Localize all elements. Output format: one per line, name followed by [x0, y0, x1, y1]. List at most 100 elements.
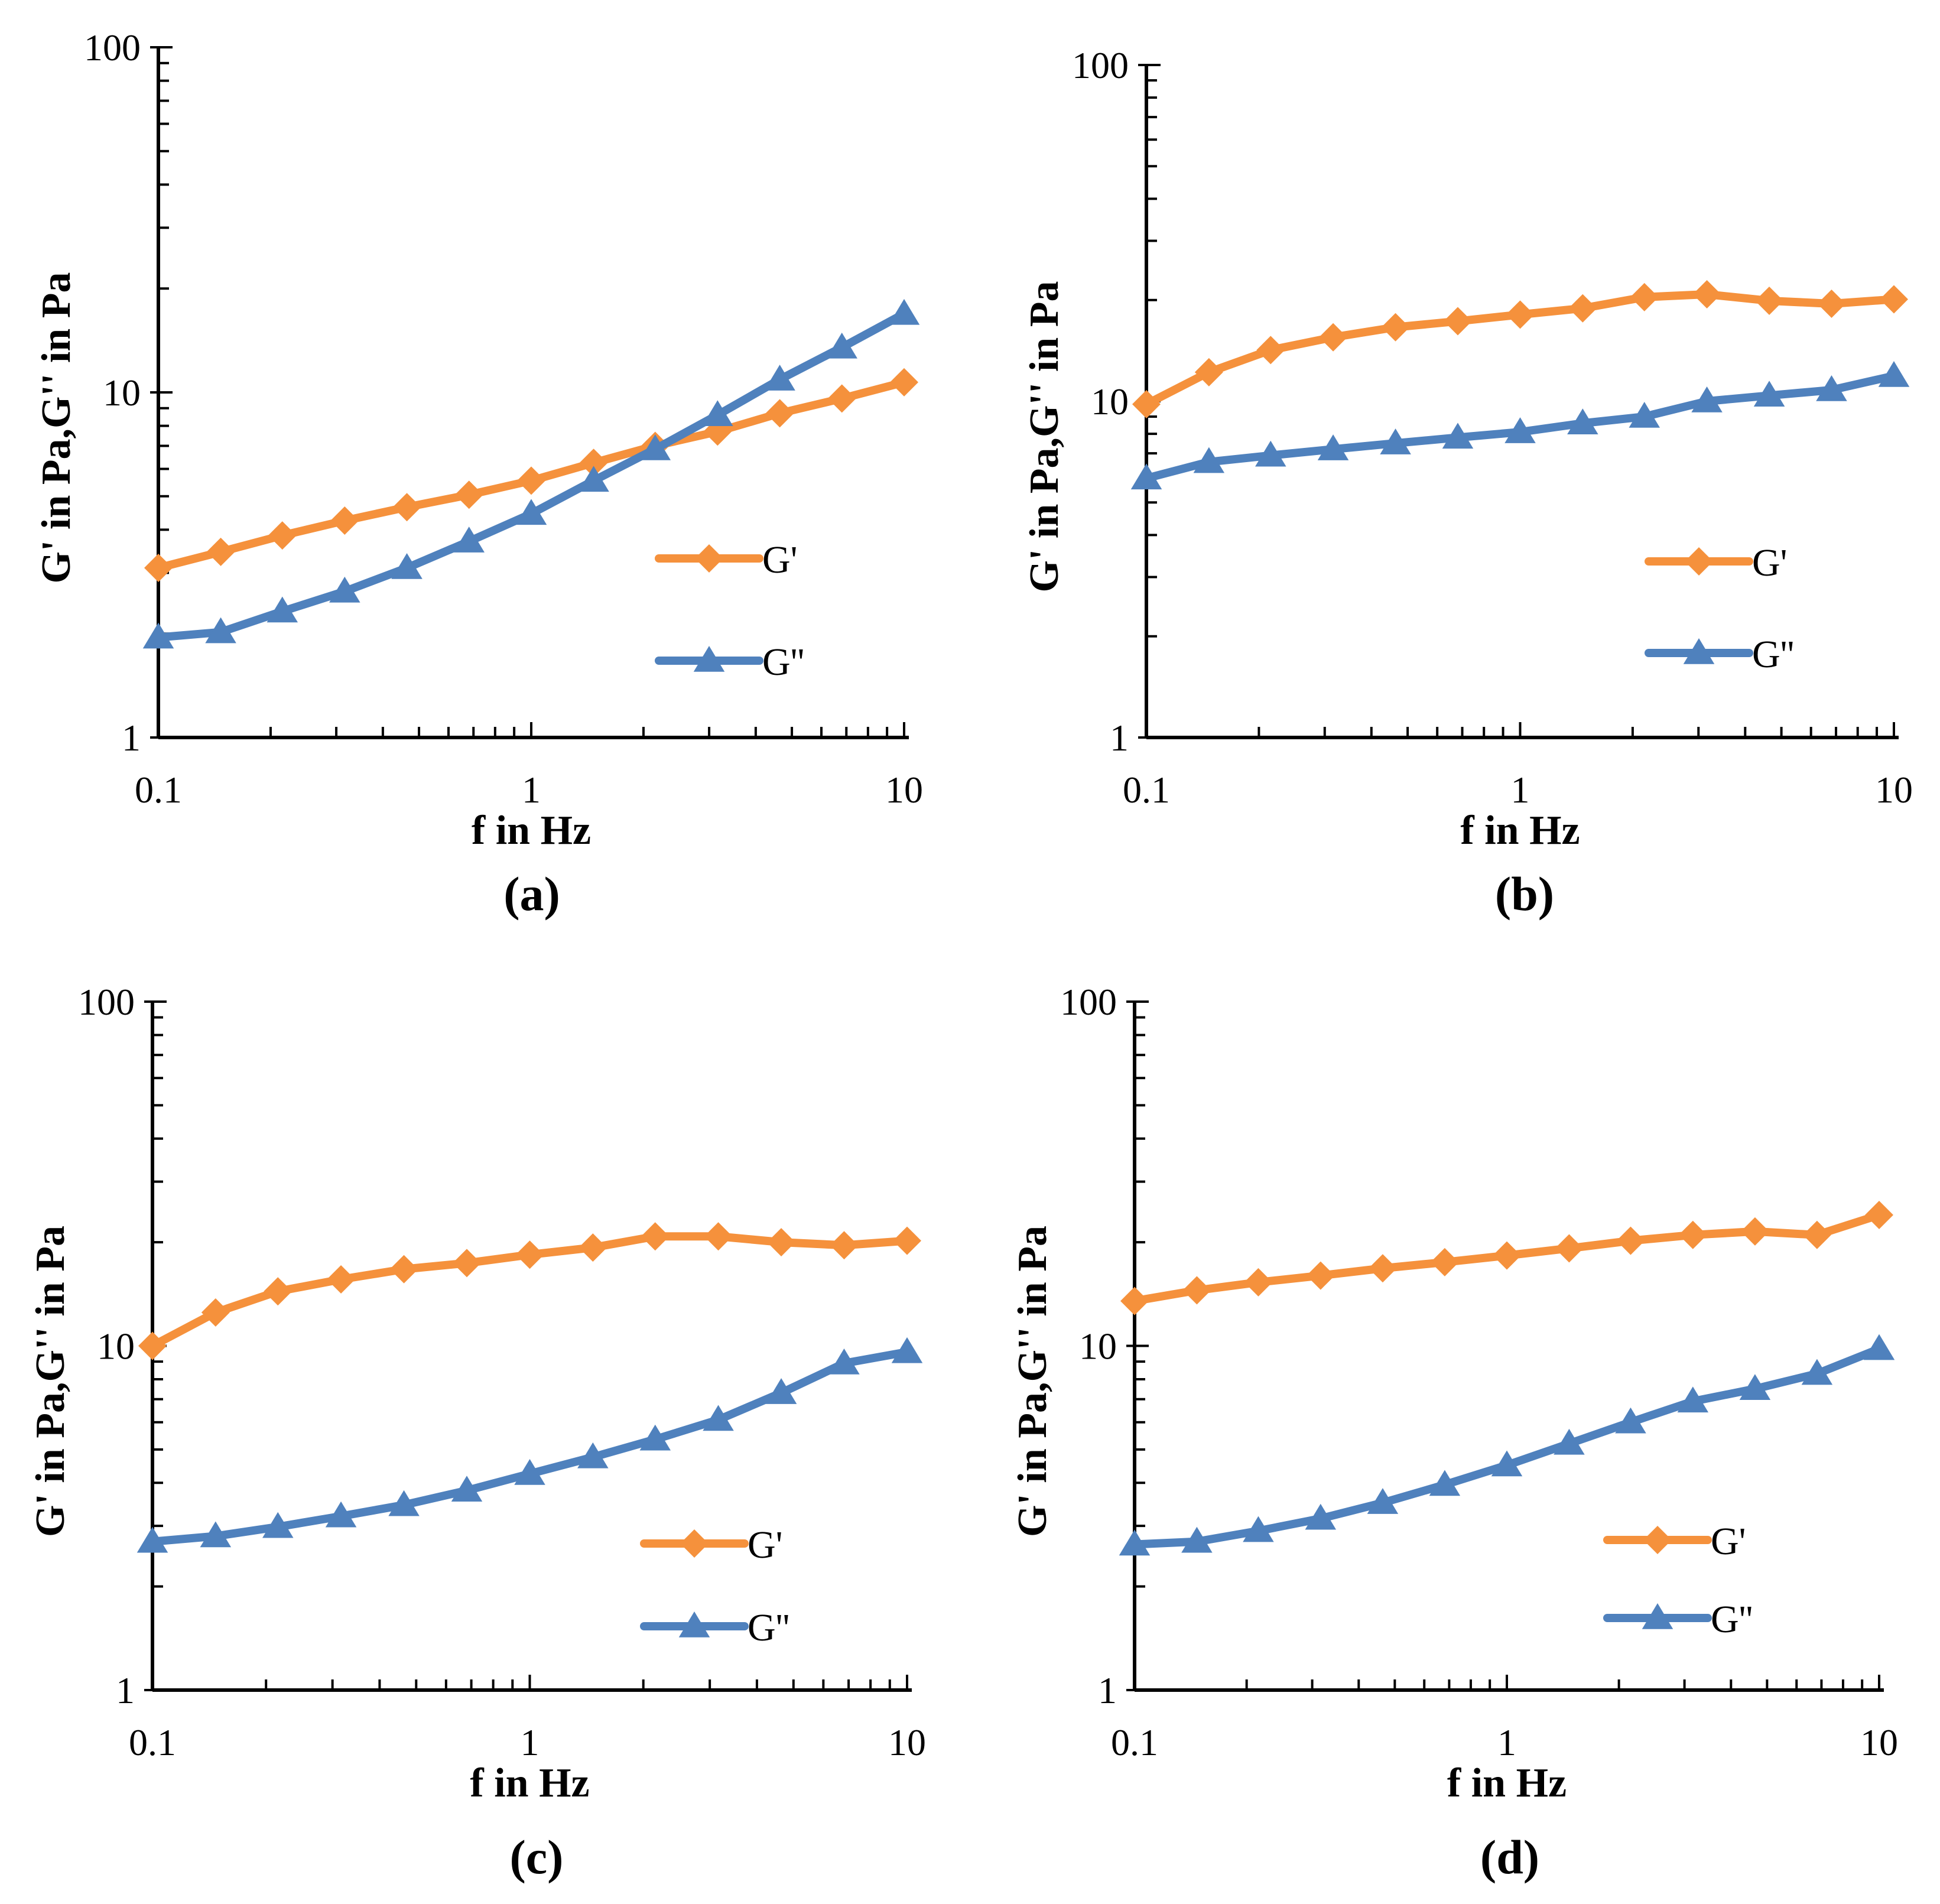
data-point-triangle: [142, 622, 174, 649]
data-point-diamond: [1802, 1220, 1831, 1249]
data-point-triangle: [388, 1490, 420, 1516]
legend-label: G'': [1711, 1598, 1753, 1641]
data-point-diamond: [1755, 286, 1784, 315]
legend-label: G': [1752, 541, 1788, 584]
data-point-triangle: [764, 365, 795, 391]
data-point-triangle: [888, 298, 920, 325]
data-point-diamond: [1368, 1254, 1397, 1283]
panel-label: (b): [1495, 867, 1554, 921]
x-tick-label: 10: [888, 1721, 926, 1763]
data-point-diamond: [389, 1255, 418, 1284]
data-point-triangle: [267, 596, 298, 623]
data-point-diamond: [1430, 1247, 1459, 1276]
x-tick-label: 1: [521, 1721, 540, 1763]
data-point-diamond: [392, 493, 421, 522]
legend-marker-diamond: [1643, 1526, 1672, 1554]
data-point-diamond: [206, 537, 235, 566]
chart-panel-b: 0.1 1 10 1 10 100 f in Hz G' in Pa,G'' in Pa (b)…: [1022, 44, 1913, 921]
data-point-diamond: [1880, 285, 1908, 314]
data-point-triangle: [391, 553, 423, 579]
x-tick-label: 1: [1511, 769, 1530, 811]
data-point-diamond: [1865, 1201, 1893, 1230]
data-point-triangle: [828, 1348, 860, 1375]
x-tick-label: 0.1: [135, 769, 182, 811]
legend: G' G'': [640, 1523, 789, 1649]
data-point-diamond: [1194, 358, 1223, 386]
data-point-diamond: [1630, 282, 1659, 311]
data-point-triangle: [639, 434, 671, 460]
x-tick-label: 1: [522, 769, 541, 811]
x-tick-label: 10: [1860, 1721, 1898, 1763]
y-tick-label: 10: [1091, 381, 1129, 423]
series-g-double-prime: [142, 298, 920, 649]
data-point-diamond: [1493, 1241, 1521, 1270]
data-point-triangle: [1677, 1386, 1709, 1413]
data-point-triangle: [765, 1378, 797, 1404]
data-point-diamond: [1132, 389, 1161, 418]
data-point-triangle: [1801, 1359, 1833, 1385]
data-point-triangle: [1193, 447, 1225, 473]
data-point-diamond: [641, 1222, 670, 1251]
panel-label: (d): [1480, 1830, 1539, 1884]
chart-panel-c: 0.1 1 10 1 10 100 f in Hz G' in Pa,G'' in Pa (c)…: [28, 981, 926, 1884]
x-tick-label: 0.1: [129, 1721, 176, 1763]
data-point-diamond: [517, 466, 545, 495]
data-point-diamond: [1616, 1226, 1645, 1255]
data-point-diamond: [890, 368, 918, 397]
legend-marker-triangle: [693, 646, 725, 672]
series-g-prime: [1132, 280, 1908, 418]
x-axis-title: f in Hz: [470, 1760, 589, 1806]
legend: G' G'': [655, 538, 804, 684]
data-point-diamond: [1506, 300, 1535, 329]
panel-label: (a): [503, 867, 560, 921]
y-tick-label: 10: [103, 372, 141, 414]
data-point-diamond: [1256, 336, 1285, 365]
y-axis-title: G' in Pa,G'' in Pa: [28, 1226, 73, 1537]
legend-marker-diamond: [1685, 547, 1713, 576]
data-point-triangle: [703, 1405, 734, 1431]
data-point-triangle: [1863, 1334, 1895, 1360]
data-point-triangle: [1878, 361, 1910, 387]
y-tick-label: 1: [122, 717, 141, 759]
data-point-triangle: [826, 332, 857, 359]
data-point-triangle: [1629, 402, 1660, 428]
data-point-diamond: [264, 1277, 293, 1306]
data-point-triangle: [577, 1442, 609, 1468]
series-g-double-prime: [137, 1337, 923, 1553]
data-point-diamond: [893, 1226, 921, 1255]
data-point-diamond: [1740, 1217, 1769, 1246]
data-point-diamond: [827, 384, 856, 413]
data-point-triangle: [1181, 1526, 1213, 1553]
y-axis-title: G' in Pa,G'' in Pa: [34, 272, 79, 583]
x-axis-title: f in Hz: [1460, 808, 1580, 853]
x-tick-label: 10: [885, 769, 923, 811]
y-tick-label: 100: [78, 981, 135, 1023]
legend-label: G': [1711, 1520, 1746, 1563]
data-point-triangle: [891, 1337, 923, 1363]
data-point-triangle: [262, 1512, 294, 1538]
y-tick-label: 1: [116, 1669, 135, 1711]
data-point-diamond: [1244, 1268, 1273, 1297]
data-point-triangle: [1554, 1428, 1585, 1455]
data-point-triangle: [1243, 1516, 1274, 1542]
y-axis-title: G' in Pa,G'' in Pa: [1010, 1226, 1055, 1537]
series-g-prime: [1120, 1201, 1893, 1315]
x-tick-label: 0.1: [1123, 769, 1170, 811]
data-point-diamond: [1692, 280, 1721, 309]
data-point-diamond: [1443, 307, 1472, 336]
series-line: [148, 1347, 911, 1546]
legend-label: G'': [748, 1606, 789, 1649]
legend-marker-triangle: [1642, 1603, 1673, 1629]
data-point-triangle: [1367, 1488, 1399, 1514]
data-point-triangle: [1504, 417, 1536, 443]
chart-panel-d: 0.1 1 10 1 10 100 f in Hz G' in Pa,G'' in Pa (d)…: [1010, 981, 1898, 1884]
data-point-triangle: [578, 466, 609, 492]
series-line: [1130, 1344, 1883, 1549]
data-point-diamond: [144, 554, 173, 583]
legend-marker-triangle: [1683, 638, 1715, 664]
legend-label: G'': [1752, 633, 1794, 676]
data-point-diamond: [1381, 313, 1410, 342]
data-point-triangle: [702, 400, 733, 427]
chart-panel-a: 0.1 1 10 1 10 100 f in Hz G' in Pa,G'' in Pa (a)…: [34, 27, 923, 921]
